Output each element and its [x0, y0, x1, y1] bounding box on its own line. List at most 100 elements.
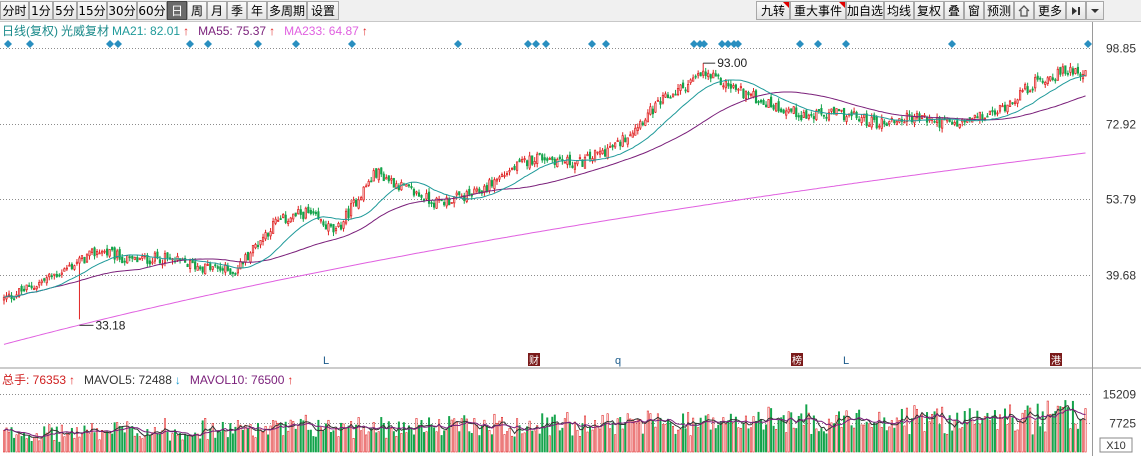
- volume-bar: [860, 424, 863, 453]
- volume-bar: [941, 406, 944, 453]
- volume-bar: [639, 419, 642, 453]
- volume-bar: [179, 433, 182, 453]
- candle: [991, 106, 994, 116]
- period-tab-4[interactable]: 30分: [107, 1, 137, 20]
- volume-bar: [28, 436, 31, 453]
- period-tab-8[interactable]: 月: [207, 1, 227, 20]
- volume-bar: [70, 427, 73, 453]
- candle-body: [20, 285, 23, 292]
- period-tab-5[interactable]: 60分: [137, 1, 167, 20]
- volume-bar: [543, 427, 546, 453]
- candle-body: [1001, 105, 1004, 108]
- toolbar-btn-3[interactable]: 均线: [884, 1, 914, 20]
- high-label: 93.00: [717, 56, 747, 70]
- period-tab-0[interactable]: 分时: [0, 1, 29, 20]
- candle-body: [372, 170, 375, 182]
- candle-body: [827, 112, 831, 121]
- candle: [261, 233, 265, 246]
- candle-body: [410, 186, 413, 189]
- volume-bar: [153, 427, 156, 453]
- candle: [73, 264, 76, 271]
- candle: [827, 108, 831, 122]
- candle: [131, 255, 134, 263]
- volume-bar: [855, 413, 858, 453]
- volume-bar: [412, 434, 415, 453]
- toolbar-btn-0[interactable]: 九转: [756, 1, 790, 20]
- candle-body: [390, 178, 393, 181]
- candle-body: [629, 134, 632, 137]
- candle: [998, 104, 1002, 114]
- toolbar-btn-5[interactable]: 叠: [944, 1, 964, 20]
- candle-body: [749, 93, 753, 96]
- candle-body: [936, 116, 939, 124]
- period-tab-10[interactable]: 年: [247, 1, 267, 20]
- volume-bar: [868, 423, 871, 453]
- volume-bar: [430, 424, 433, 453]
- candle: [707, 69, 710, 81]
- candle: [787, 106, 790, 114]
- volume-bar: [126, 421, 129, 453]
- period-tab-12[interactable]: 设置: [307, 1, 339, 20]
- toolbar-btn-4[interactable]: 复权: [914, 1, 944, 20]
- candle: [244, 252, 247, 266]
- volume-bar: [254, 437, 257, 453]
- volume-bar: [231, 433, 234, 453]
- candle-body: [694, 75, 697, 78]
- volume-bar: [239, 424, 242, 453]
- candle: [229, 268, 232, 275]
- candle-body: [1016, 99, 1019, 104]
- volume-bar: [734, 416, 737, 453]
- volume-bar: [815, 428, 818, 453]
- candle: [775, 102, 778, 113]
- chevron-down-icon[interactable]: [1086, 1, 1104, 20]
- volume-bar: [604, 423, 607, 453]
- toolbar-btn-6[interactable]: 窗: [964, 1, 984, 20]
- candle: [1071, 66, 1075, 77]
- candle: [885, 122, 888, 127]
- period-tab-9[interactable]: 季: [227, 1, 247, 20]
- candle-body: [742, 88, 745, 99]
- candle-body: [780, 108, 783, 113]
- period-tab-3[interactable]: 15分: [77, 1, 107, 20]
- volume-bar: [664, 424, 667, 453]
- skip-to-end-icon[interactable]: [1066, 1, 1086, 20]
- candle: [272, 217, 275, 234]
- more-button[interactable]: 更多: [1034, 1, 1066, 20]
- volume-bar: [533, 430, 536, 453]
- volume-bar: [822, 431, 825, 453]
- candle: [75, 259, 79, 266]
- candle-body: [1056, 68, 1059, 81]
- volume-bar: [1081, 418, 1084, 453]
- toolbar-btn-1[interactable]: 重大事件: [790, 1, 846, 20]
- period-tab-6[interactable]: 日: [167, 1, 187, 20]
- home-icon[interactable]: [1014, 1, 1034, 20]
- candle: [908, 110, 911, 120]
- candle-body: [621, 135, 624, 147]
- period-tab-1[interactable]: 1分: [29, 1, 53, 20]
- volume-bar: [810, 433, 813, 453]
- period-tab-7[interactable]: 周: [187, 1, 207, 20]
- legend-mavol10-arrow: ↑: [287, 373, 293, 387]
- volume-bar: [329, 431, 332, 453]
- volume-unit-label: X10: [1106, 440, 1126, 452]
- volume-bar: [294, 428, 297, 453]
- volume-bar: [905, 407, 908, 453]
- flag-icon: [783, 2, 789, 8]
- volume-bar: [988, 420, 991, 453]
- volume-bar: [1001, 418, 1004, 453]
- candle-body: [73, 265, 76, 270]
- volume-bar: [631, 419, 634, 453]
- candle: [58, 273, 61, 278]
- candle: [63, 267, 66, 272]
- candle: [1066, 70, 1069, 77]
- toolbar-btn-7[interactable]: 预测: [984, 1, 1014, 20]
- kline-chart[interactable]: 98.85 72.92 53.79 39.68 15209 7725 X10 93.00 33.…: [0, 22, 1141, 456]
- volume-bar: [133, 435, 136, 453]
- candle: [978, 111, 981, 124]
- period-tab-11[interactable]: 多周期: [267, 1, 307, 20]
- volume-bar: [553, 414, 556, 453]
- candle-body: [858, 119, 861, 122]
- period-tab-2[interactable]: 5分: [53, 1, 77, 20]
- candle: [515, 161, 519, 175]
- toolbar-btn-2[interactable]: 加自选: [846, 1, 884, 20]
